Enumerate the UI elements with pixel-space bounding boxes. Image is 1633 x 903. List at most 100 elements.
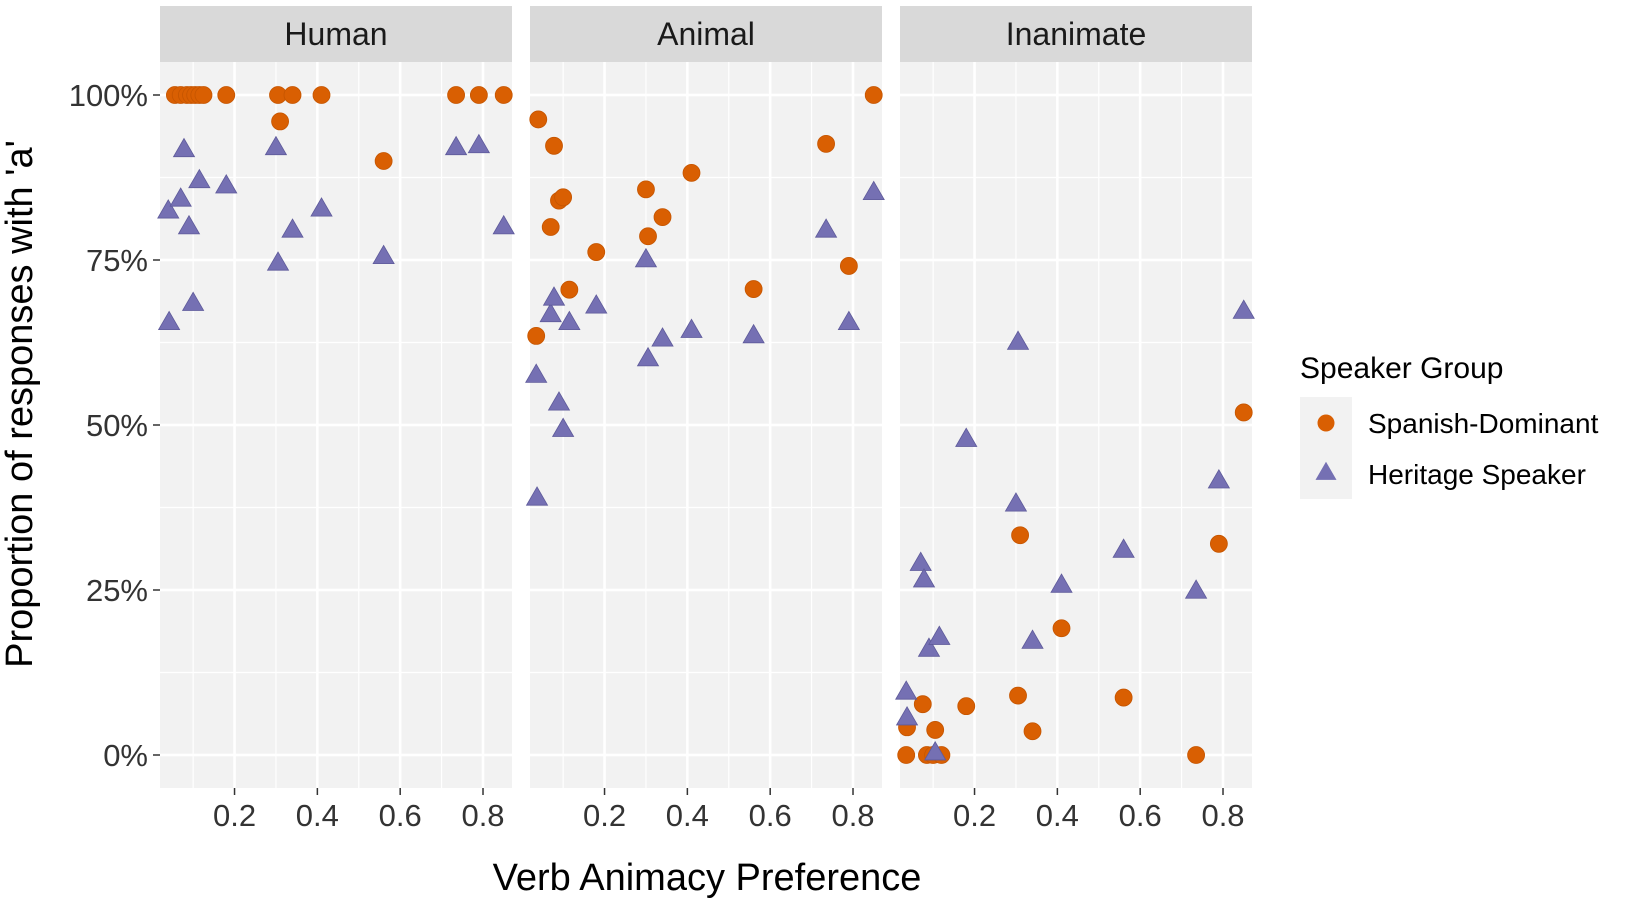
point-heritage-speaker bbox=[1006, 330, 1030, 350]
strip-label-animal: Animal bbox=[657, 16, 755, 52]
point-spanish-dominant bbox=[639, 227, 657, 246]
point-spanish-dominant bbox=[545, 136, 563, 155]
point-spanish-dominant bbox=[447, 86, 465, 104]
point-heritage-speaker bbox=[1232, 299, 1255, 319]
point-heritage-speaker bbox=[177, 214, 201, 235]
legend-key-background bbox=[1300, 397, 1352, 499]
point-spanish-dominant bbox=[1209, 534, 1228, 553]
point-spanish-dominant bbox=[271, 112, 289, 131]
point-heritage-speaker bbox=[636, 346, 660, 367]
x-tick-label: 0.4 bbox=[1036, 798, 1079, 833]
point-heritage-speaker bbox=[680, 318, 703, 338]
y-tick-label: 100% bbox=[69, 78, 148, 113]
point-heritage-speaker bbox=[169, 187, 192, 207]
grid-layer bbox=[160, 62, 1252, 788]
axis-ticks: 0.2 0.4 0.6 0.8 0.2 0.4 0.6 0.8 0.2 0.4 0.6 0.8 0% 25… bbox=[69, 78, 1245, 833]
point-heritage-speaker bbox=[814, 218, 838, 238]
legend-label-heritage-speaker: Heritage Speaker bbox=[1368, 459, 1586, 490]
point-spanish-dominant bbox=[469, 86, 488, 104]
point-spanish-dominant bbox=[494, 86, 513, 104]
point-heritage-speaker bbox=[558, 310, 581, 331]
point-spanish-dominant bbox=[1052, 619, 1071, 638]
point-spanish-dominant bbox=[637, 180, 655, 199]
point-spanish-dominant bbox=[653, 208, 672, 227]
point-spanish-dominant bbox=[1114, 688, 1133, 707]
strip-animal bbox=[530, 6, 882, 62]
point-heritage-speaker bbox=[1004, 492, 1028, 512]
point-heritage-speaker bbox=[862, 180, 885, 200]
point-heritage-speaker bbox=[955, 427, 978, 447]
legend-key-spanish-dominant bbox=[1317, 414, 1335, 432]
point-spanish-dominant bbox=[682, 163, 701, 182]
x-tick-label: 0.4 bbox=[296, 798, 339, 833]
legend-key-heritage-speaker bbox=[1315, 461, 1337, 480]
x-tick-label: 0.6 bbox=[749, 798, 792, 833]
point-spanish-dominant bbox=[1023, 722, 1042, 741]
point-spanish-dominant bbox=[913, 695, 932, 714]
y-tick-label: 0% bbox=[103, 738, 148, 773]
point-heritage-speaker bbox=[542, 286, 566, 306]
point-spanish-dominant bbox=[957, 697, 976, 716]
point-heritage-speaker bbox=[157, 199, 180, 219]
strip-human bbox=[160, 6, 512, 62]
point-spanish-dominant bbox=[312, 86, 331, 104]
point-heritage-speaker bbox=[634, 247, 658, 268]
legend-title: Speaker Group bbox=[1300, 352, 1503, 385]
y-axis-title: Proportion of responses with 'a' bbox=[0, 140, 41, 668]
point-heritage-speaker bbox=[172, 137, 196, 158]
point-heritage-speaker bbox=[525, 363, 548, 383]
point-heritage-speaker bbox=[525, 486, 549, 506]
point-heritage-speaker bbox=[585, 294, 608, 314]
point-heritage-speaker bbox=[188, 168, 211, 189]
point-spanish-dominant bbox=[926, 721, 945, 739]
point-heritage-speaker bbox=[467, 133, 491, 154]
point-spanish-dominant bbox=[897, 746, 916, 764]
strip-label-human: Human bbox=[284, 16, 387, 52]
x-tick-label: 0.6 bbox=[1119, 798, 1162, 833]
point-heritage-speaker bbox=[917, 637, 941, 657]
point-heritage-speaker bbox=[157, 310, 181, 331]
y-tick-label: 50% bbox=[86, 408, 148, 443]
point-heritage-speaker bbox=[928, 625, 951, 645]
x-tick-label: 0.8 bbox=[461, 798, 504, 833]
point-heritage-speaker bbox=[909, 551, 932, 571]
y-tick-label: 75% bbox=[86, 243, 148, 278]
point-heritage-speaker bbox=[742, 323, 765, 344]
point-heritage-speaker bbox=[539, 302, 562, 323]
point-heritage-speaker bbox=[310, 197, 333, 217]
point-spanish-dominant bbox=[527, 326, 546, 345]
point-spanish-dominant bbox=[374, 152, 393, 170]
strip-label-inanimate: Inanimate bbox=[1006, 16, 1147, 52]
point-heritage-speaker bbox=[895, 680, 918, 700]
point-heritage-speaker bbox=[924, 740, 947, 761]
x-tick-label: 0.4 bbox=[666, 798, 709, 833]
point-spanish-dominant bbox=[541, 218, 560, 236]
point-heritage-speaker bbox=[895, 705, 919, 726]
point-spanish-dominant bbox=[554, 188, 573, 207]
point-heritage-speaker bbox=[1050, 573, 1073, 593]
point-heritage-speaker bbox=[215, 174, 238, 194]
legend: Speaker Group Spanish-Dominant Heritage … bbox=[1300, 352, 1599, 499]
point-heritage-speaker bbox=[547, 391, 571, 411]
point-spanish-dominant bbox=[1009, 686, 1027, 705]
x-axis-title: Verb Animacy Preference bbox=[493, 857, 922, 899]
point-heritage-speaker bbox=[912, 568, 936, 588]
point-heritage-speaker bbox=[1112, 538, 1135, 558]
facet-strips: Human Animal Inanimate bbox=[160, 6, 1252, 62]
y-tick-label: 25% bbox=[86, 573, 148, 608]
point-heritage-speaker bbox=[264, 135, 288, 156]
point-spanish-dominant bbox=[560, 280, 579, 299]
point-spanish-dominant bbox=[839, 257, 858, 275]
x-tick-label: 0.2 bbox=[583, 798, 626, 833]
data-points bbox=[157, 86, 1255, 764]
point-heritage-speaker bbox=[551, 417, 575, 437]
point-heritage-speaker bbox=[181, 291, 205, 311]
point-spanish-dominant bbox=[217, 86, 236, 104]
point-heritage-speaker bbox=[266, 251, 290, 271]
point-spanish-dominant bbox=[283, 86, 302, 104]
point-heritage-speaker bbox=[281, 218, 304, 238]
point-spanish-dominant bbox=[1187, 746, 1205, 764]
x-tick-label: 0.8 bbox=[1201, 798, 1244, 833]
point-spanish-dominant bbox=[864, 86, 883, 104]
